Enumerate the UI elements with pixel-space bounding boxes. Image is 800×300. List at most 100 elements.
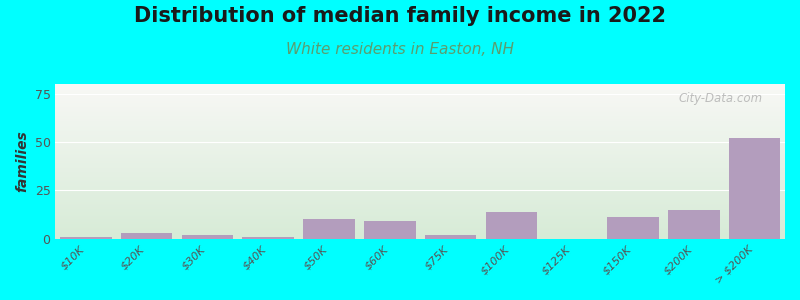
Bar xyxy=(55,160,785,161)
Text: White residents in Easton, NH: White residents in Easton, NH xyxy=(286,42,514,57)
Bar xyxy=(55,236,785,237)
Bar xyxy=(55,90,785,91)
Bar xyxy=(55,136,785,137)
Bar xyxy=(55,150,785,151)
Bar xyxy=(55,198,785,199)
Bar xyxy=(55,209,785,210)
Bar xyxy=(55,232,785,233)
Bar xyxy=(55,225,785,226)
Bar xyxy=(55,102,785,103)
Bar xyxy=(55,205,785,206)
Bar xyxy=(55,98,785,99)
Bar xyxy=(182,235,234,239)
Y-axis label: families: families xyxy=(15,130,29,192)
Bar xyxy=(55,145,785,146)
Bar xyxy=(55,177,785,178)
Bar xyxy=(55,127,785,128)
Bar xyxy=(55,96,785,97)
Bar xyxy=(55,201,785,202)
Bar xyxy=(55,231,785,232)
Bar xyxy=(55,146,785,147)
Bar xyxy=(55,213,785,214)
Bar xyxy=(55,187,785,188)
Bar xyxy=(55,113,785,114)
Bar xyxy=(55,131,785,132)
Bar xyxy=(55,156,785,157)
Bar xyxy=(55,124,785,125)
Bar xyxy=(55,199,785,200)
Bar xyxy=(55,171,785,172)
Bar xyxy=(55,128,785,129)
Bar xyxy=(55,119,785,120)
Bar xyxy=(55,227,785,228)
Bar xyxy=(55,109,785,110)
Bar xyxy=(55,117,785,118)
Bar xyxy=(55,203,785,204)
Bar xyxy=(55,189,785,190)
Bar xyxy=(55,230,785,231)
Bar xyxy=(55,220,785,221)
Bar xyxy=(55,234,785,235)
Bar xyxy=(55,176,785,177)
Bar xyxy=(55,216,785,217)
Bar xyxy=(55,207,785,208)
Bar xyxy=(55,183,785,184)
Bar xyxy=(55,169,785,170)
Bar xyxy=(55,235,785,236)
Bar xyxy=(55,163,785,164)
Bar xyxy=(55,148,785,149)
Bar xyxy=(55,228,785,229)
Bar xyxy=(55,112,785,113)
Bar xyxy=(55,123,785,124)
Bar xyxy=(55,219,785,220)
Bar xyxy=(55,132,785,133)
Bar xyxy=(55,159,785,160)
Bar xyxy=(55,162,785,163)
Bar xyxy=(55,84,785,85)
Bar xyxy=(55,204,785,205)
Bar xyxy=(55,143,785,144)
Bar xyxy=(55,121,785,122)
Bar xyxy=(55,134,785,135)
Bar xyxy=(55,92,785,93)
Bar xyxy=(242,237,294,239)
Bar xyxy=(55,141,785,142)
Bar xyxy=(55,157,785,158)
Bar xyxy=(55,180,785,181)
Bar xyxy=(55,97,785,98)
Bar xyxy=(55,91,785,92)
Bar xyxy=(55,87,785,88)
Bar xyxy=(55,210,785,211)
Bar xyxy=(55,182,785,183)
Bar xyxy=(55,161,785,162)
Bar xyxy=(55,229,785,230)
Bar xyxy=(55,133,785,134)
Bar xyxy=(55,194,785,195)
Bar xyxy=(55,116,785,117)
Bar xyxy=(55,151,785,152)
Bar xyxy=(121,233,173,239)
Bar xyxy=(55,173,785,174)
Bar xyxy=(55,212,785,213)
Bar xyxy=(486,212,538,239)
Bar xyxy=(55,85,785,86)
Bar xyxy=(55,120,785,121)
Bar xyxy=(55,218,785,219)
Bar xyxy=(55,223,785,224)
Bar xyxy=(55,179,785,180)
Bar xyxy=(55,217,785,218)
Bar xyxy=(55,100,785,101)
Bar xyxy=(55,111,785,112)
Bar xyxy=(55,186,785,187)
Bar xyxy=(55,215,785,216)
Bar xyxy=(55,193,785,194)
Bar xyxy=(55,202,785,203)
Text: Distribution of median family income in 2022: Distribution of median family income in … xyxy=(134,6,666,26)
Bar xyxy=(425,235,477,239)
Bar xyxy=(55,104,785,105)
Bar xyxy=(729,138,781,239)
Bar xyxy=(55,175,785,176)
Bar xyxy=(55,206,785,207)
Bar xyxy=(55,107,785,108)
Bar xyxy=(55,174,785,175)
